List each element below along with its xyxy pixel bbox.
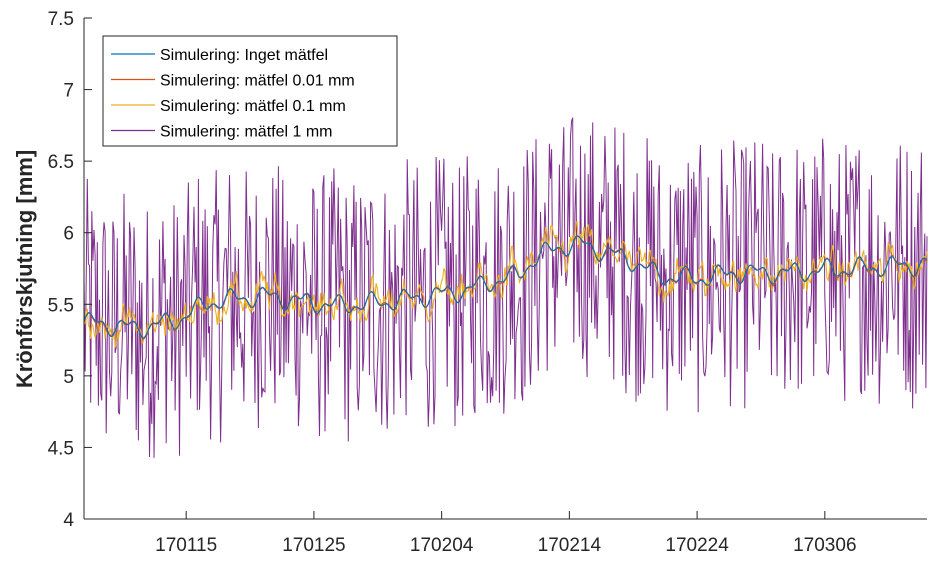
x-tick-label: 170125	[282, 535, 345, 556]
y-tick-label: 6.5	[48, 152, 74, 173]
x-tick-label: 170224	[665, 535, 729, 556]
y-tick-label: 7	[63, 81, 74, 102]
y-tick-label: 4.5	[48, 438, 74, 459]
series-layer	[83, 117, 928, 458]
legend-entry: Simulering: mätfel 0.01 mm	[160, 73, 355, 90]
legend-entry: Simulering: mätfel 0.1 mm	[160, 98, 346, 115]
axes-layer: 4 4.5 5 5.5 6 6.5 7 7.5 170115 170125 170204 170214…	[48, 9, 927, 556]
x-tick-label: 170214	[538, 535, 602, 556]
x-tick-label: 170306	[793, 535, 856, 556]
x-tick-label: 170204	[410, 535, 474, 556]
y-tick-label: 6	[63, 224, 74, 245]
legend: Simulering: Inget mätfel Simulering: mätf…	[102, 35, 398, 147]
y-axis-title: Krönförskjutning [mm]	[12, 150, 37, 388]
legend-entry: Simulering: Inget mätfel	[160, 47, 328, 64]
y-tick-label: 5.5	[48, 295, 74, 316]
x-tick-label: 170115	[155, 535, 217, 556]
series-line-0	[83, 235, 928, 339]
y-tick-label: 5	[63, 367, 74, 388]
y-tick-label: 7.5	[48, 9, 74, 30]
y-tick-label: 4	[63, 510, 74, 531]
legend-entry: Simulering: mätfel 1 mm	[160, 124, 333, 141]
series-line-3	[83, 117, 928, 458]
series-line-2	[83, 220, 928, 349]
